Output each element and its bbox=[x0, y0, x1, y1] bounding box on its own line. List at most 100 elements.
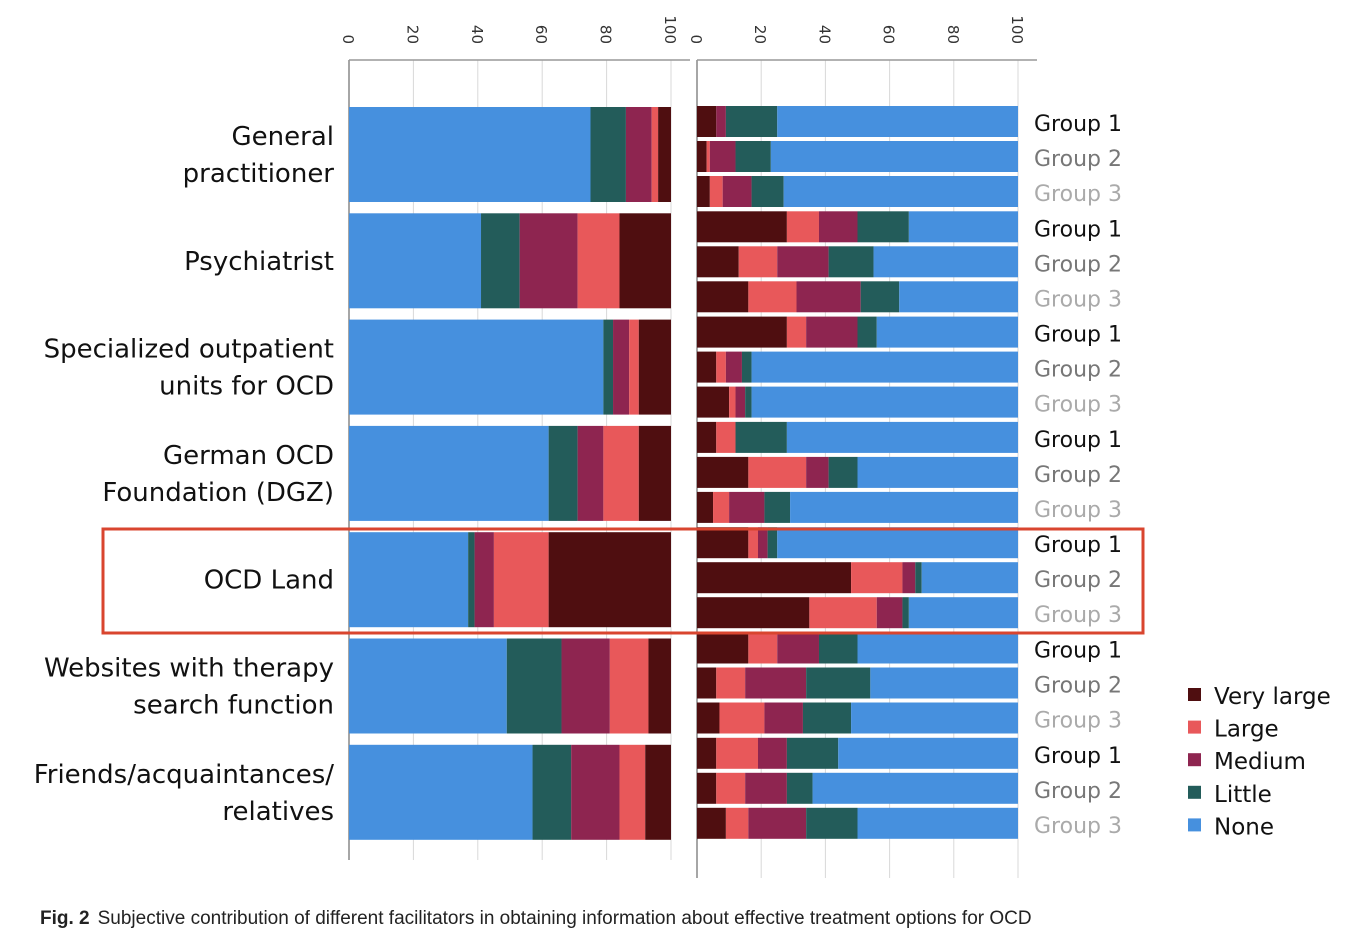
bar-segment-medium bbox=[474, 532, 494, 628]
bar-segment-large bbox=[748, 527, 758, 559]
bar-segment-large bbox=[716, 667, 746, 699]
bar-segment-little bbox=[902, 597, 909, 629]
right-tick-label: 60 bbox=[880, 25, 898, 44]
bar-segment-large bbox=[719, 702, 765, 734]
bar-segment-medium bbox=[613, 319, 630, 415]
group-label: Group 3 bbox=[1034, 393, 1122, 418]
bar-segment-little bbox=[802, 702, 852, 734]
bar-segment-little bbox=[767, 527, 778, 559]
bar-segment-none bbox=[349, 744, 533, 840]
bar-segment-none bbox=[851, 702, 1018, 734]
bar-segment-very-large bbox=[697, 527, 749, 559]
bar-segment-very-large bbox=[619, 213, 671, 309]
bar-segment-very-large bbox=[697, 667, 717, 699]
bar-segment-none bbox=[349, 319, 604, 415]
group-label: Group 1 bbox=[1034, 744, 1122, 769]
bar-segment-little bbox=[818, 632, 858, 664]
right-tick-label: 20 bbox=[751, 25, 769, 44]
caption-label: Fig. 2 bbox=[40, 908, 90, 929]
bar-segment-large bbox=[786, 211, 819, 243]
bar-segment-little bbox=[725, 106, 778, 137]
bar-segment-very-large bbox=[697, 141, 707, 172]
bar-segment-medium bbox=[806, 456, 829, 488]
bar-segment-large bbox=[651, 107, 659, 202]
bar-segment-none bbox=[812, 772, 1018, 804]
stacked-bar-chart: 0 20 40 60 80 100 0 20 40 60 80 100 General practitio… bbox=[34, 15, 1331, 878]
group-label: Group 3 bbox=[1034, 814, 1122, 839]
bar-segment-very-large bbox=[645, 744, 671, 840]
category-label: Psychiatrist bbox=[184, 247, 334, 277]
bar-segment-little bbox=[806, 807, 858, 839]
legend-swatch bbox=[1188, 688, 1201, 701]
bar-segment-little bbox=[806, 667, 871, 699]
bar-segment-none bbox=[921, 562, 1018, 594]
bar-segment-medium bbox=[745, 667, 807, 699]
bar-segment-very-large bbox=[697, 246, 739, 278]
bar-segment-very-large bbox=[658, 107, 671, 202]
bar-segment-little bbox=[786, 737, 839, 769]
bar-segment-medium bbox=[625, 107, 652, 202]
bar-segment-medium bbox=[709, 141, 736, 172]
bar-segment-medium bbox=[757, 527, 768, 559]
bar-segment-little bbox=[468, 532, 475, 628]
bar-segment-little bbox=[506, 638, 562, 734]
bar-segment-very-large bbox=[697, 421, 717, 453]
bar-segment-very-large bbox=[697, 632, 749, 664]
bar-segment-very-large bbox=[697, 772, 717, 804]
bar-segment-large bbox=[748, 456, 807, 488]
bar-segment-medium bbox=[716, 106, 726, 137]
bar-segment-large bbox=[729, 386, 736, 418]
bar-segment-very-large bbox=[697, 597, 810, 629]
bar-segment-little bbox=[603, 319, 614, 415]
bar-segment-large bbox=[629, 319, 639, 415]
bar-segment-very-large bbox=[548, 532, 671, 628]
bar-segment-medium bbox=[757, 737, 787, 769]
right-tick-label: 100 bbox=[1008, 15, 1026, 44]
bar-segment-none bbox=[777, 106, 1018, 137]
bar-segment-none bbox=[908, 211, 1018, 243]
bar-segment-very-large bbox=[697, 491, 714, 523]
bar-segment-medium bbox=[748, 807, 807, 839]
group-label: Group 2 bbox=[1034, 147, 1122, 172]
bar-segment-medium bbox=[902, 562, 916, 594]
bar-segment-none bbox=[873, 246, 1018, 278]
left-tick-label: 60 bbox=[532, 25, 550, 44]
bar-segment-very-large bbox=[697, 281, 749, 313]
group-label: Group 2 bbox=[1034, 358, 1122, 383]
category-label: General bbox=[232, 122, 334, 152]
right-tick-label: 40 bbox=[815, 25, 833, 44]
bar-segment-medium bbox=[571, 744, 620, 840]
group-label: Group 1 bbox=[1034, 217, 1122, 242]
group-label: Group 1 bbox=[1034, 533, 1122, 558]
legend-label: Very large bbox=[1214, 684, 1331, 710]
right-tick-label: 80 bbox=[944, 25, 962, 44]
left-tick-label: 0 bbox=[339, 34, 357, 44]
bar-segment-little bbox=[745, 386, 752, 418]
bar-segment-little bbox=[828, 456, 858, 488]
bar-segment-none bbox=[876, 316, 1018, 348]
group-label: Group 1 bbox=[1034, 323, 1122, 348]
bar-segment-little bbox=[548, 425, 578, 521]
category-label: Friends/acquaintances/ bbox=[34, 760, 335, 790]
bar-segment-large bbox=[603, 425, 639, 521]
bar-segment-large bbox=[709, 176, 723, 207]
bar-segment-none bbox=[751, 386, 1018, 418]
bar-segment-very-large bbox=[697, 211, 787, 243]
bar-segment-very-large bbox=[697, 386, 730, 418]
legend-swatch bbox=[1188, 753, 1201, 767]
right-tick-label: 0 bbox=[687, 34, 705, 44]
group-label: Group 1 bbox=[1034, 639, 1122, 664]
figure-caption: Fig. 2 Subjective contribution of differe… bbox=[40, 908, 1032, 930]
bar-segment-none bbox=[870, 667, 1018, 699]
category-label: Specialized outpatient bbox=[44, 335, 334, 365]
bar-segment-large bbox=[851, 562, 903, 594]
bar-segment-little bbox=[786, 772, 813, 804]
caption-text: Subjective contribution of different fac… bbox=[97, 908, 1032, 929]
bar-segment-medium bbox=[818, 211, 858, 243]
bar-segment-none bbox=[790, 491, 1018, 523]
bar-segment-large bbox=[713, 491, 730, 523]
group-label: Group 3 bbox=[1034, 287, 1122, 312]
legend-swatch bbox=[1188, 785, 1201, 799]
category-label: OCD Land bbox=[204, 566, 334, 596]
